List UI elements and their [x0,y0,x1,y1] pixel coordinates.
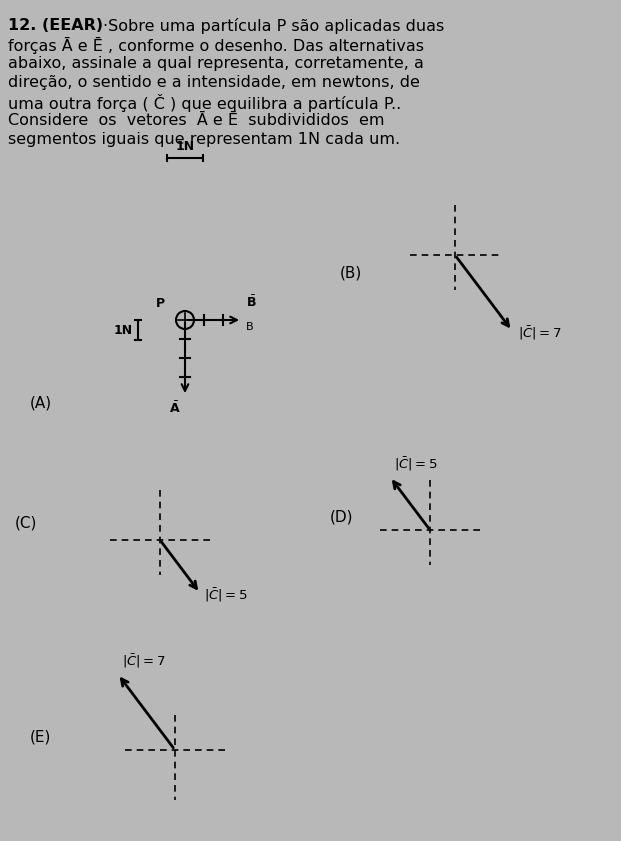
Text: uma outra força ( Č ) que equilibra a partícula P..: uma outra força ( Č ) que equilibra a pa… [8,94,401,112]
Text: 1N: 1N [114,324,133,336]
Text: (D): (D) [330,510,353,525]
Text: $\bar{\mathbf{B}}$: $\bar{\mathbf{B}}$ [246,294,256,310]
Text: forças Ā e Ē , conforme o desenho. Das alternativas: forças Ā e Ē , conforme o desenho. Das a… [8,37,424,54]
Text: $|\bar{C}|=5$: $|\bar{C}|=5$ [394,455,438,473]
Text: (B): (B) [340,265,362,280]
Text: direção, o sentido e a intensidade, em newtons, de: direção, o sentido e a intensidade, em n… [8,75,420,90]
Text: $\bar{\mathbf{A}}$: $\bar{\mathbf{A}}$ [170,400,181,415]
Text: B: B [246,322,253,332]
Text: 12. (EEAR): 12. (EEAR) [8,18,103,33]
Text: ·Sobre uma partícula P são aplicadas duas: ·Sobre uma partícula P são aplicadas dua… [103,18,444,34]
Text: P: P [155,297,165,310]
Text: $|\bar{C}|=5$: $|\bar{C}|=5$ [204,586,248,604]
Text: $|\bar{C}|=7$: $|\bar{C}|=7$ [518,324,562,341]
Text: Considere  os  vetores  Ā e Ē  subdivididos  em: Considere os vetores Ā e Ē subdivididos … [8,113,384,128]
Text: (C): (C) [15,515,37,530]
Text: abaixo, assinale a qual representa, corretamente, a: abaixo, assinale a qual representa, corr… [8,56,424,71]
Text: $|\bar{C}|=7$: $|\bar{C}|=7$ [122,653,166,670]
Text: (A): (A) [30,395,52,410]
Text: (E): (E) [30,730,52,745]
Text: 1N: 1N [176,140,194,153]
Text: segmentos iguais que representam 1N cada um.: segmentos iguais que representam 1N cada… [8,132,400,147]
